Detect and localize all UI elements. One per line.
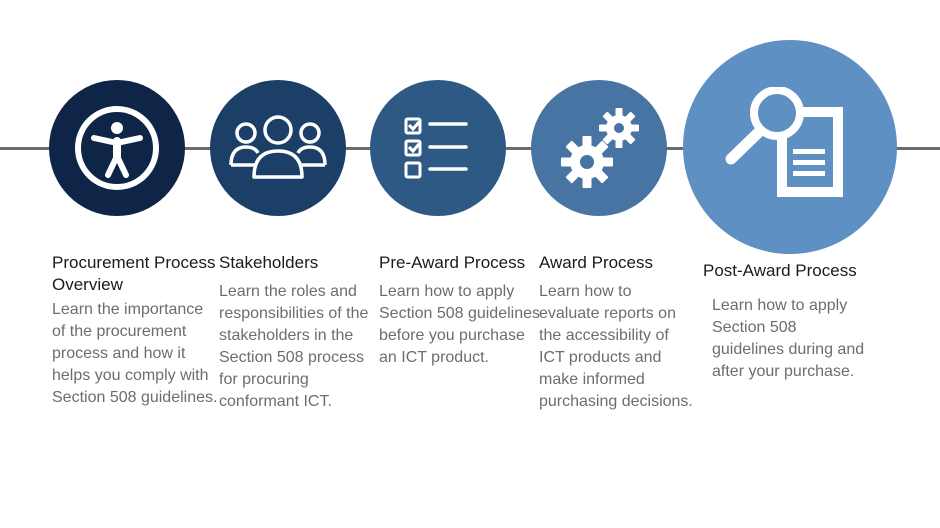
step-description: Learn how to apply Section 508 guideline… [379, 281, 540, 369]
step-description-line: stakeholders in the [219, 327, 354, 344]
step-title: Stakeholders [219, 253, 319, 272]
accessibility-icon [75, 106, 159, 190]
step-description-line: Section 508 guidelines [379, 305, 541, 322]
step-circle-award[interactable] [531, 80, 667, 216]
step-description-line: process and how it [52, 345, 186, 362]
step-description-line: for procuring [219, 371, 309, 388]
step-title: Award Process [539, 253, 654, 272]
step-description-line: guidelines during and [712, 341, 865, 358]
step-description-line: responsibilities of the [219, 305, 369, 322]
step-description-line: Learn how to apply [379, 283, 515, 300]
step-description-line: before you purchase [379, 327, 525, 344]
step-description: Learn the importance of the procurement … [52, 299, 217, 409]
step-description-line: the accessibility of [539, 327, 669, 344]
step-description-line: Learn how to [539, 283, 632, 300]
step-description-line: of the procurement [52, 323, 187, 340]
step-circle-stakeholders[interactable] [210, 80, 346, 216]
step-circle-procurement-overview[interactable] [49, 80, 185, 216]
step-description-line: an ICT product. [379, 349, 489, 366]
step-description-line: Learn how to apply [712, 297, 848, 314]
gears-icon [561, 108, 639, 188]
step-title: Procurement Process Overview [52, 253, 216, 294]
step-description-line: purchasing decisions. [539, 393, 693, 410]
step-description-line: after your purchase. [712, 363, 855, 380]
step-description-line: Section 508 guidelines. [52, 389, 218, 406]
step-description-line: helps you comply with [52, 367, 209, 384]
step-description-line: Section 508 process [219, 349, 364, 366]
step-description-line: Section 508 [712, 319, 797, 336]
checklist-icon [404, 117, 468, 179]
step-circle-post-award[interactable] [683, 40, 897, 254]
step-description-line: Learn the importance [52, 301, 204, 318]
step-description-line: ICT products and [539, 349, 662, 366]
step-description-line: evaluate reports on [539, 305, 676, 322]
step-description: Learn the roles and responsibilities of … [219, 281, 368, 413]
step-title: Pre-Award Process [379, 253, 526, 272]
step-title: Post-Award Process [703, 261, 857, 280]
people-group-icon [229, 115, 327, 179]
step-description-line: Learn the roles and [219, 283, 357, 300]
step-description: Learn how to apply Section 508 guideline… [712, 295, 864, 383]
step-circle-pre-award[interactable] [370, 80, 506, 216]
magnifier-document-icon [725, 87, 843, 197]
step-description-line: make informed [539, 371, 645, 388]
step-description-line: conformant ICT. [219, 393, 332, 410]
step-description: Learn how to evaluate reports on the acc… [539, 281, 693, 413]
